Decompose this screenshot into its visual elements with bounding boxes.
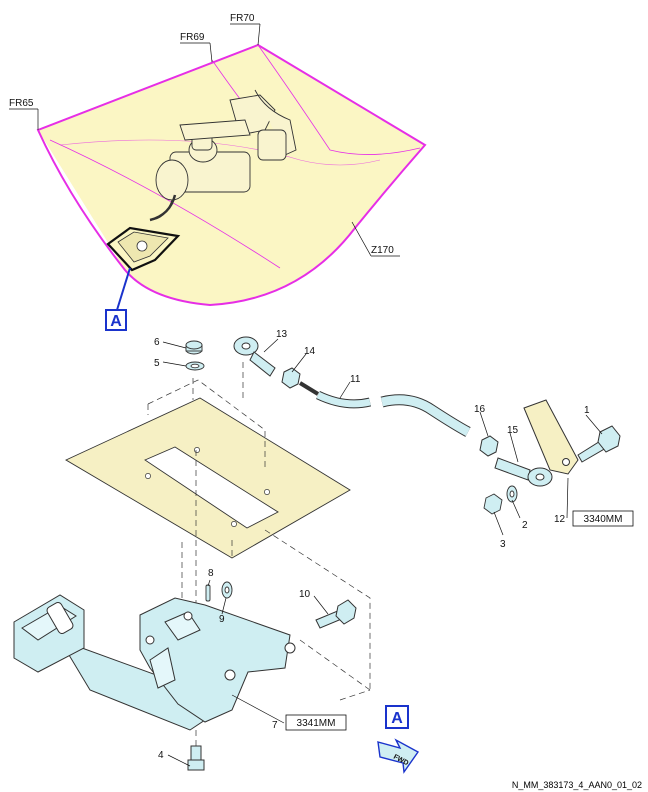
pedal-assembly (13, 594, 296, 731)
equipment-sketch (149, 89, 297, 222)
callout-2: 2 (522, 520, 528, 531)
callout-14: 14 (304, 346, 316, 357)
svg-text:3341MM: 3341MM (297, 718, 336, 729)
exploded-view: 1 2 3 4 5 6 7 8 9 10 11 12 13 14 15 16 3… (13, 329, 642, 790)
detail-a-marker: A (385, 705, 409, 729)
part-14-nut (281, 367, 301, 389)
callout-1: 1 (584, 405, 590, 416)
svg-text:FR65: FR65 (9, 98, 34, 109)
part-5-washer (185, 361, 205, 371)
callout-16: 16 (474, 404, 486, 415)
part-15-rod-end (494, 457, 553, 487)
floor-holes (145, 447, 270, 527)
ref-box-3340mm: 3340MM (572, 510, 634, 527)
callout-4: 4 (158, 750, 164, 761)
locator-pedal-box (106, 226, 181, 272)
part-6-nut (185, 340, 203, 355)
callout-12: 12 (554, 514, 566, 525)
floor-slot (144, 446, 279, 529)
part-4-bolt (187, 745, 205, 771)
part-8-pin (205, 584, 211, 602)
callout-7: 7 (272, 720, 278, 731)
figure-id: N_MM_383173_4_AAN0_01_02 (512, 780, 642, 790)
view-a-leader (116, 267, 131, 311)
part-1-bolt (577, 425, 621, 463)
frame-line-lower (49, 139, 281, 269)
callout-9: 9 (219, 614, 225, 625)
ref-box-3341mm: 3341MM (285, 714, 347, 731)
svg-text:3340MM: 3340MM (584, 514, 623, 525)
part-2-washer (506, 485, 518, 503)
pedal-arm (58, 639, 206, 731)
part-3-nut (483, 493, 503, 515)
part-9-washer (221, 581, 233, 599)
part-10-bolt (315, 599, 357, 629)
callout-15: 15 (507, 425, 519, 436)
frame-label-fr70: FR70 (230, 13, 261, 46)
svg-text:FR69: FR69 (180, 32, 205, 43)
part-11-cable (298, 381, 471, 437)
zone-locator-view: FR65 FR69 FR70 Z170 A (9, 13, 427, 331)
callout-3: 3 (500, 539, 506, 550)
callout-11: 11 (350, 374, 361, 385)
part-16-nut (479, 435, 499, 457)
frame-label-fr69: FR69 (180, 32, 213, 63)
zone-outline (36, 43, 427, 307)
zone-label: Z170 (351, 221, 400, 257)
svg-text:A: A (110, 313, 122, 330)
svg-text:Z170: Z170 (371, 245, 394, 256)
view-a-marker: A (105, 309, 127, 331)
callout-10: 10 (299, 589, 311, 600)
callout-13: 13 (276, 329, 288, 340)
callout-8: 8 (208, 568, 214, 579)
callout-5: 5 (154, 358, 160, 369)
svg-text:A: A (391, 710, 403, 727)
part-12-lever (523, 399, 579, 475)
frame-line-fr70 (257, 44, 421, 155)
part-13-rod-end (233, 336, 276, 377)
callout-leaders (162, 338, 603, 767)
svg-text:FR70: FR70 (230, 13, 255, 24)
callout-6: 6 (154, 337, 160, 348)
fwd-arrow-icon: FWD (377, 738, 420, 774)
frame-label-fr65: FR65 (9, 98, 39, 130)
